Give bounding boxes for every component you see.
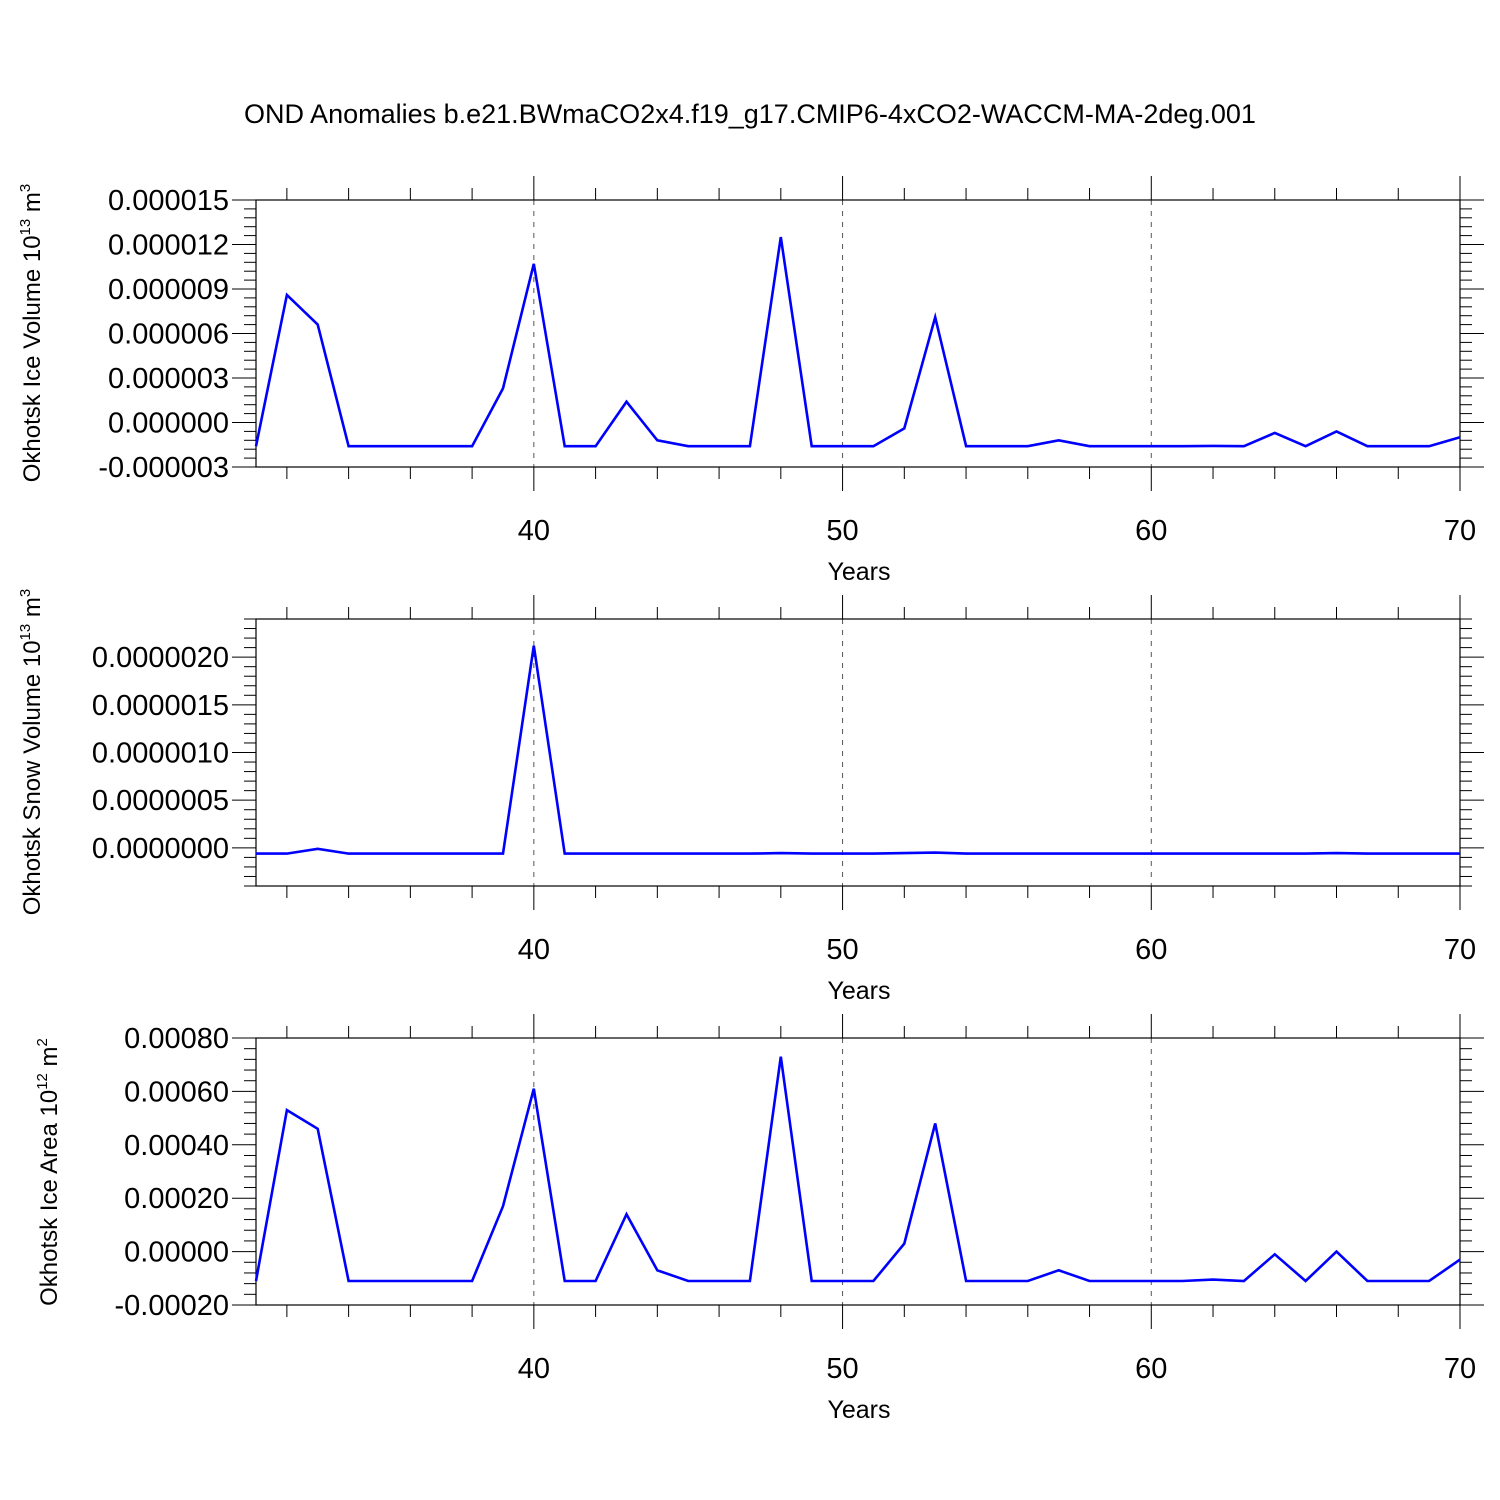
x-tick-label: 40 xyxy=(518,934,550,966)
y-tick-label: 0.000006 xyxy=(108,319,229,351)
y-axis-label: Okhotsk Ice Volume 1013 m3 xyxy=(17,184,46,483)
y-tick-label: 0.000000 xyxy=(108,408,229,440)
x-tick-label: 50 xyxy=(826,515,858,547)
x-tick-label: 70 xyxy=(1444,515,1476,547)
y-tick-label: 0.00000 xyxy=(124,1237,229,1269)
x-tick-label: 40 xyxy=(518,515,550,547)
panel-snow-volume: 0.0000000 0.0000005 0.0000010 0.0000015 0.00… xyxy=(17,589,1484,1005)
y-tick-label: 0.000015 xyxy=(108,185,229,217)
y-tick-label: 0.0000010 xyxy=(92,738,229,770)
y-tick-label: 0.00020 xyxy=(124,1183,229,1215)
x-axis-label: Years xyxy=(827,558,890,586)
x-tick-label: 70 xyxy=(1444,1353,1476,1385)
x-tick-label: 70 xyxy=(1444,934,1476,966)
y-tick-label: -0.000003 xyxy=(98,452,229,484)
series-line xyxy=(254,1056,1461,1283)
x-tick-label: 40 xyxy=(518,1353,550,1385)
y-tick-label: 0.000003 xyxy=(108,363,229,395)
x-axis-label: Years xyxy=(827,1396,890,1424)
y-tick-label: -0.00020 xyxy=(115,1290,230,1322)
series-line xyxy=(256,645,1460,855)
plot-frame xyxy=(255,618,1461,887)
x-tick-label: 50 xyxy=(826,1353,858,1385)
x-axis-label: Years xyxy=(827,977,890,1005)
y-tick-label: 0.00080 xyxy=(124,1023,229,1055)
y-tick-label: 0.000012 xyxy=(108,230,229,262)
y-tick-label: 0.000009 xyxy=(108,274,229,306)
x-tick-label: 50 xyxy=(826,934,858,966)
plot-frame xyxy=(255,199,1461,468)
x-tick-label: 60 xyxy=(1135,515,1167,547)
y-tick-label: 0.00060 xyxy=(124,1076,229,1108)
series-line xyxy=(254,236,1461,448)
panel-ice-area: -0.00020 0.00000 0.00020 0.00040 0.00060 0.00… xyxy=(34,1014,1484,1424)
panel-ice-volume: -0.000003 0.000000 0.000003 0.000006 0.00000… xyxy=(17,176,1484,586)
y-tick-label: 0.0000005 xyxy=(92,785,229,817)
y-axis-label: Okhotsk Ice Area 1012 m2 xyxy=(34,1038,63,1306)
x-tick-label: 60 xyxy=(1135,1353,1167,1385)
y-tick-label: 0.00040 xyxy=(124,1130,229,1162)
y-axis-label: Okhotsk Snow Volume 1013 m3 xyxy=(17,589,46,916)
x-tick-label: 60 xyxy=(1135,934,1167,966)
y-tick-label: 0.0000015 xyxy=(92,690,229,722)
plot-frame xyxy=(255,1037,1461,1306)
figure-title: OND Anomalies b.e21.BWmaCO2x4.f19_g17.CM… xyxy=(244,99,1256,129)
y-tick-label: 0.0000020 xyxy=(92,642,229,674)
y-tick-label: 0.0000000 xyxy=(92,833,229,865)
